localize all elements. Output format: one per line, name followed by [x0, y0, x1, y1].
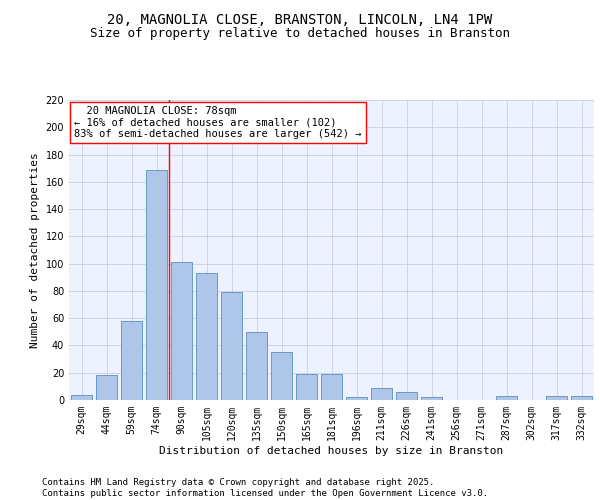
Bar: [221, 292, 242, 400]
Bar: [346, 398, 367, 400]
Text: 20 MAGNOLIA CLOSE: 78sqm
← 16% of detached houses are smaller (102)
83% of semi-: 20 MAGNOLIA CLOSE: 78sqm ← 16% of detach…: [74, 106, 362, 139]
Bar: [96, 376, 117, 400]
Bar: [146, 170, 167, 400]
Bar: [271, 352, 292, 400]
Bar: [246, 332, 267, 400]
Bar: [121, 321, 142, 400]
Bar: [421, 398, 442, 400]
Y-axis label: Number of detached properties: Number of detached properties: [30, 152, 40, 348]
Bar: [321, 374, 342, 400]
Bar: [71, 394, 92, 400]
X-axis label: Distribution of detached houses by size in Branston: Distribution of detached houses by size …: [160, 446, 503, 456]
Bar: [171, 262, 192, 400]
Bar: [196, 273, 217, 400]
Bar: [496, 396, 517, 400]
Bar: [296, 374, 317, 400]
Bar: [371, 388, 392, 400]
Bar: [571, 396, 592, 400]
Bar: [396, 392, 417, 400]
Bar: [546, 396, 567, 400]
Text: Size of property relative to detached houses in Branston: Size of property relative to detached ho…: [90, 28, 510, 40]
Text: Contains HM Land Registry data © Crown copyright and database right 2025.
Contai: Contains HM Land Registry data © Crown c…: [42, 478, 488, 498]
Text: 20, MAGNOLIA CLOSE, BRANSTON, LINCOLN, LN4 1PW: 20, MAGNOLIA CLOSE, BRANSTON, LINCOLN, L…: [107, 12, 493, 26]
